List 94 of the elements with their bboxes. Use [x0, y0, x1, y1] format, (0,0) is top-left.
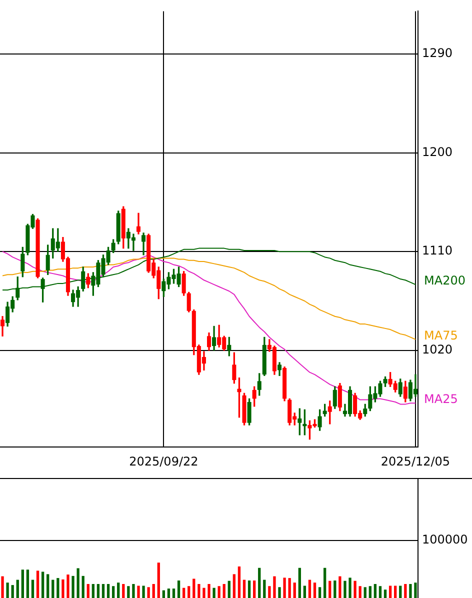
bar	[273, 576, 276, 598]
bar	[31, 580, 34, 598]
bar	[198, 584, 200, 598]
bar	[328, 580, 332, 598]
series-label: MA25	[424, 392, 458, 406]
bar	[112, 586, 115, 598]
bar	[86, 584, 90, 598]
bar	[394, 586, 397, 598]
bar	[72, 576, 74, 598]
y-tick-label: 1020	[422, 342, 453, 357]
bar	[26, 570, 30, 598]
y-tick-label: 1110	[422, 244, 453, 258]
bar	[409, 584, 412, 598]
bar	[56, 578, 60, 598]
bar	[248, 580, 251, 598]
bar	[258, 568, 261, 598]
bar	[212, 588, 216, 598]
bar	[127, 586, 130, 598]
bar	[368, 586, 372, 598]
bar	[348, 578, 352, 598]
bar	[313, 582, 316, 598]
bar	[374, 584, 377, 598]
text: 100000	[422, 532, 468, 547]
bar	[117, 582, 120, 598]
x-tick-label: 2025/12/05	[380, 454, 450, 468]
bar	[334, 580, 336, 598]
bar	[404, 584, 407, 598]
bar	[293, 582, 296, 598]
bar	[142, 586, 145, 598]
bar	[222, 584, 226, 598]
bar	[21, 570, 24, 598]
bar	[218, 586, 220, 598]
bar	[242, 580, 246, 598]
bar	[52, 580, 54, 598]
bar	[358, 586, 362, 598]
bar	[268, 586, 271, 598]
bar	[162, 590, 166, 598]
bar	[46, 574, 50, 598]
bar	[263, 580, 266, 598]
bar	[132, 584, 135, 598]
bar	[378, 586, 382, 598]
bar	[303, 586, 306, 598]
bar	[36, 570, 40, 598]
bar	[388, 586, 392, 598]
bar	[16, 580, 19, 598]
series-label: MA75	[424, 328, 458, 343]
bar	[354, 580, 356, 598]
bar	[318, 587, 322, 598]
bar	[122, 584, 125, 598]
bar	[202, 588, 206, 598]
bar	[364, 587, 366, 598]
x-tick-label: 2025/09/22	[129, 454, 198, 468]
bar	[278, 587, 281, 598]
bar	[96, 584, 100, 598]
bar	[182, 588, 186, 598]
bar	[172, 588, 176, 598]
bar	[1, 576, 4, 598]
bar	[92, 584, 94, 598]
y-tick-label: 1200	[422, 144, 453, 159]
bar	[102, 584, 105, 598]
bar	[82, 576, 84, 598]
bar	[157, 562, 160, 598]
bar	[192, 578, 196, 598]
bar	[137, 586, 140, 598]
bar	[338, 576, 342, 598]
bar	[414, 582, 417, 598]
bar	[177, 580, 180, 598]
bar	[238, 566, 241, 598]
bar	[11, 585, 14, 598]
bar	[167, 588, 170, 598]
bar	[6, 582, 9, 598]
bar	[152, 584, 155, 598]
bar	[308, 580, 312, 598]
bar	[324, 568, 326, 598]
bar	[62, 579, 64, 598]
bar	[298, 568, 301, 598]
bar	[228, 580, 230, 598]
bar	[384, 590, 387, 598]
bar	[188, 586, 190, 598]
bar	[208, 584, 210, 598]
bar	[41, 572, 44, 598]
bar	[232, 574, 236, 598]
bar	[106, 584, 110, 598]
bar	[252, 580, 256, 598]
series-label: MA200	[424, 274, 466, 288]
bar	[147, 587, 150, 598]
bar	[76, 568, 80, 598]
bar	[66, 574, 70, 598]
bar	[283, 578, 286, 598]
bar	[399, 586, 402, 598]
bar	[344, 580, 346, 598]
candlestick	[136, 212, 141, 234]
bar	[288, 578, 291, 598]
y-tick-label: 1290	[422, 46, 453, 60]
